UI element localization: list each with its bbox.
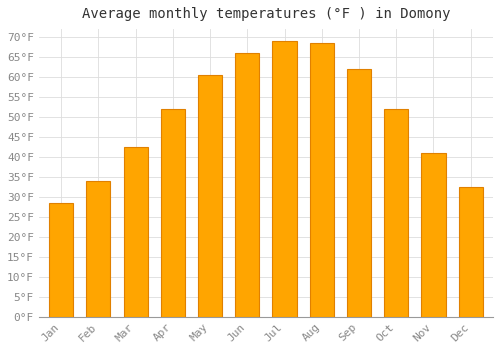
Bar bbox=[198, 75, 222, 317]
Bar bbox=[124, 147, 148, 317]
Title: Average monthly temperatures (°F ) in Domony: Average monthly temperatures (°F ) in Do… bbox=[82, 7, 450, 21]
Bar bbox=[458, 187, 483, 317]
Bar bbox=[49, 203, 73, 317]
Bar bbox=[384, 109, 408, 317]
Bar bbox=[422, 153, 446, 317]
Bar bbox=[160, 109, 185, 317]
Bar bbox=[86, 181, 110, 317]
Bar bbox=[235, 53, 260, 317]
Bar bbox=[310, 43, 334, 317]
Bar bbox=[347, 69, 371, 317]
Bar bbox=[272, 41, 296, 317]
